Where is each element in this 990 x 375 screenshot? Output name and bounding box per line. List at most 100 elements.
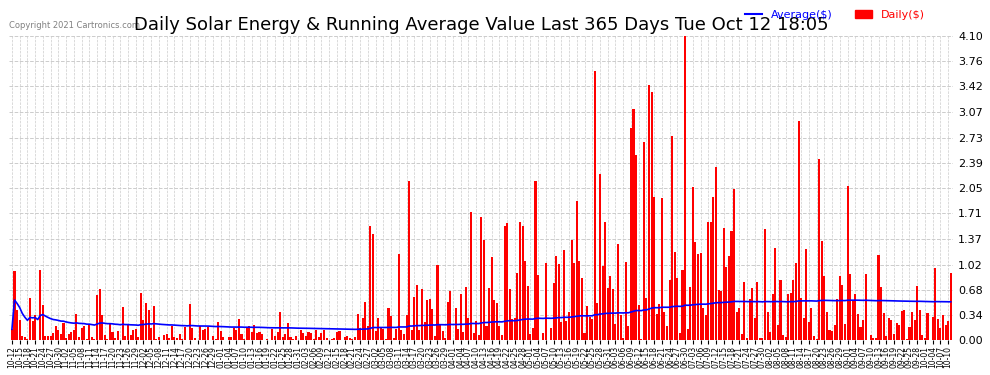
Bar	[393, 338, 395, 340]
Bar	[32, 321, 34, 340]
Bar	[353, 337, 356, 340]
Bar	[872, 338, 874, 340]
Bar	[434, 336, 436, 340]
Bar	[705, 315, 707, 340]
Bar	[713, 197, 715, 340]
Bar	[16, 310, 18, 340]
Bar	[589, 317, 591, 340]
Bar	[472, 333, 474, 340]
Bar	[429, 300, 431, 340]
Bar	[761, 338, 763, 340]
Bar	[785, 337, 787, 340]
Bar	[47, 336, 50, 340]
Bar	[302, 333, 304, 340]
Bar	[563, 250, 565, 340]
Bar	[101, 315, 103, 340]
Bar	[753, 318, 755, 340]
Bar	[421, 289, 423, 340]
Bar	[692, 188, 694, 340]
Bar	[321, 333, 323, 340]
Bar	[751, 288, 753, 340]
Bar	[594, 72, 596, 340]
Bar	[93, 339, 95, 340]
Bar	[475, 321, 477, 340]
Bar	[109, 323, 111, 340]
Bar	[805, 249, 807, 340]
Bar	[880, 287, 882, 340]
Bar	[535, 181, 537, 340]
Bar	[798, 121, 800, 340]
Bar	[184, 327, 186, 340]
Bar	[310, 333, 312, 340]
Bar	[684, 32, 686, 340]
Bar	[875, 338, 877, 340]
Bar	[826, 312, 828, 340]
Bar	[625, 262, 627, 340]
Bar	[140, 293, 142, 340]
Bar	[395, 328, 397, 340]
Bar	[106, 339, 108, 340]
Bar	[271, 328, 273, 340]
Bar	[344, 337, 346, 340]
Bar	[650, 92, 652, 340]
Bar	[949, 273, 951, 340]
Bar	[127, 325, 129, 340]
Bar	[29, 297, 31, 340]
Bar	[736, 312, 738, 340]
Bar	[233, 328, 235, 340]
Bar	[189, 304, 191, 340]
Bar	[258, 332, 260, 340]
Bar	[173, 337, 175, 340]
Bar	[54, 327, 56, 340]
Bar	[86, 339, 88, 340]
Bar	[573, 264, 575, 340]
Bar	[849, 274, 851, 340]
Bar	[774, 248, 776, 340]
Bar	[700, 253, 702, 340]
Bar	[890, 320, 892, 340]
Bar	[359, 328, 361, 340]
Bar	[403, 334, 405, 340]
Bar	[607, 288, 609, 340]
Title: Daily Solar Energy & Running Average Value Last 365 Days Tue Oct 12 18:05: Daily Solar Energy & Running Average Val…	[134, 16, 829, 34]
Bar	[674, 252, 676, 340]
Bar	[671, 136, 673, 340]
Bar	[731, 231, 733, 340]
Bar	[215, 339, 217, 340]
Bar	[715, 167, 717, 340]
Bar	[653, 196, 655, 340]
Bar	[361, 318, 363, 340]
Bar	[947, 321, 949, 340]
Bar	[909, 327, 911, 340]
Bar	[256, 333, 258, 340]
Bar	[663, 312, 665, 340]
Bar	[480, 217, 482, 340]
Bar	[297, 339, 299, 340]
Bar	[390, 316, 392, 340]
Bar	[411, 330, 413, 340]
Bar	[922, 335, 924, 340]
Bar	[24, 336, 26, 340]
Bar	[67, 334, 69, 340]
Bar	[741, 334, 742, 340]
Bar	[929, 339, 932, 340]
Bar	[658, 304, 660, 340]
Bar	[940, 328, 941, 340]
Bar	[478, 334, 480, 340]
Bar	[426, 300, 429, 340]
Bar	[766, 312, 768, 340]
Bar	[831, 331, 834, 340]
Bar	[459, 294, 461, 340]
Bar	[315, 330, 318, 340]
Bar	[769, 332, 771, 340]
Bar	[485, 326, 487, 340]
Bar	[935, 268, 937, 340]
Bar	[739, 308, 741, 340]
Bar	[800, 298, 802, 340]
Bar	[745, 338, 748, 340]
Bar	[811, 308, 813, 340]
Bar	[898, 325, 900, 340]
Bar	[292, 339, 294, 340]
Bar	[40, 270, 42, 340]
Bar	[253, 325, 255, 340]
